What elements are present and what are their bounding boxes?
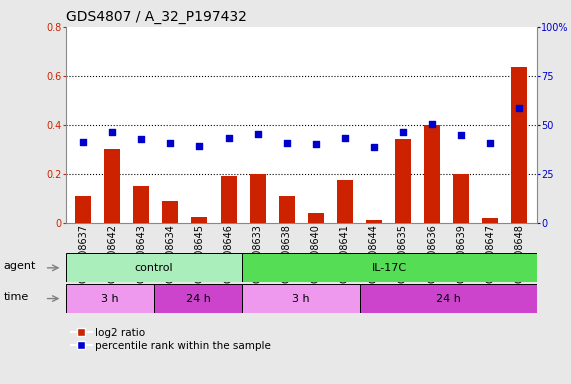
Bar	[511, 67, 527, 223]
Bar	[242, 253, 537, 282]
Bar	[162, 201, 178, 223]
Bar	[242, 284, 360, 313]
Bar	[104, 149, 120, 223]
Point	[79, 139, 88, 146]
Point	[340, 134, 349, 141]
Bar	[133, 186, 149, 223]
Bar	[75, 196, 91, 223]
Bar	[66, 284, 154, 313]
Point	[107, 129, 116, 135]
Point	[195, 143, 204, 149]
Point	[514, 105, 524, 111]
Bar	[337, 180, 353, 223]
Point	[136, 136, 146, 142]
Text: GDS4807 / A_32_P197432: GDS4807 / A_32_P197432	[66, 10, 247, 25]
Point	[282, 140, 291, 146]
Bar	[366, 220, 382, 223]
Bar	[191, 217, 207, 223]
Text: 3 h: 3 h	[292, 293, 310, 304]
Point	[428, 121, 437, 127]
Bar	[279, 196, 295, 223]
Point	[486, 140, 495, 146]
Bar	[220, 176, 236, 223]
Text: control: control	[135, 263, 174, 273]
Bar	[424, 125, 440, 223]
Text: agent: agent	[3, 262, 35, 271]
Point	[166, 140, 175, 146]
Point	[253, 131, 262, 137]
Text: 24 h: 24 h	[436, 293, 461, 304]
Bar	[453, 174, 469, 223]
Point	[457, 131, 466, 138]
Bar	[66, 253, 242, 282]
Text: 3 h: 3 h	[101, 293, 119, 304]
Point	[311, 141, 320, 147]
Bar	[154, 284, 242, 313]
Point	[224, 134, 233, 141]
Text: IL-17C: IL-17C	[372, 263, 407, 273]
Bar	[308, 213, 324, 223]
Bar	[395, 139, 411, 223]
Bar	[482, 218, 498, 223]
Bar	[360, 284, 537, 313]
Bar	[250, 174, 266, 223]
Point	[369, 144, 379, 151]
Point	[399, 129, 408, 135]
Legend: log2 ratio, percentile rank within the sample: log2 ratio, percentile rank within the s…	[71, 328, 271, 351]
Text: time: time	[3, 292, 29, 302]
Text: 24 h: 24 h	[186, 293, 211, 304]
